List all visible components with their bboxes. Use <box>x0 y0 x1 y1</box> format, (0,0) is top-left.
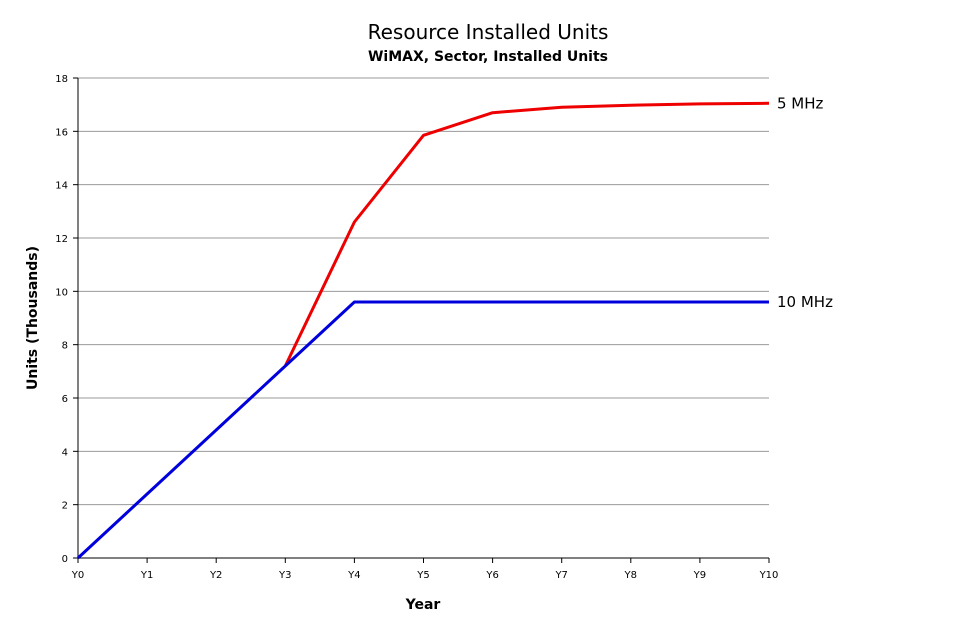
x-tick-label: Y3 <box>278 570 291 581</box>
x-tick-label: Y6 <box>485 570 498 581</box>
series-line-10-mhz <box>76 300 769 560</box>
y-tick-labels: 0 2 4 6 8 10 12 14 16 18 <box>55 74 68 565</box>
x-tick-labels: Y0 Y1 Y2 Y3 Y4 Y5 Y6 Y7 Y8 Y9 Y10 <box>71 570 779 581</box>
x-axis-label: Year <box>405 597 441 613</box>
y-axis-label: Units (Thousands) <box>25 246 41 390</box>
y-tick-label: 0 <box>62 554 68 565</box>
y-tick-label: 2 <box>62 501 68 512</box>
y-tick-label: 8 <box>62 341 68 352</box>
x-tick-label: Y8 <box>624 570 637 581</box>
axes <box>73 77 770 563</box>
series-line-5-mhz <box>283 101 770 367</box>
x-tick-label: Y10 <box>759 570 779 581</box>
series-label: 5 MHz <box>777 94 824 112</box>
grid-lines <box>78 77 769 506</box>
x-tick-label: Y9 <box>693 570 706 581</box>
chart-title: Resource Installed Units <box>368 20 609 44</box>
x-tick-label: Y7 <box>554 570 567 581</box>
x-tick-label: Y2 <box>209 570 222 581</box>
y-tick-label: 14 <box>55 181 68 192</box>
y-tick-label: 6 <box>62 394 68 405</box>
y-tick-label: 10 <box>55 287 68 298</box>
chart-subtitle: WiMAX, Sector, Installed Units <box>368 49 608 65</box>
y-tick-label: 16 <box>55 127 68 138</box>
y-tick-label: 18 <box>55 74 68 85</box>
x-tick-label: Y4 <box>347 570 360 581</box>
x-tick-label: Y1 <box>140 570 153 581</box>
x-tick-label: Y0 <box>71 570 84 581</box>
series-labels: 5 MHz 10 MHz <box>777 94 833 311</box>
x-tick-label: Y5 <box>416 570 429 581</box>
series-lines <box>76 101 770 560</box>
y-tick-label: 4 <box>62 447 68 458</box>
y-tick-label: 12 <box>55 234 68 245</box>
series-label: 10 MHz <box>777 293 833 311</box>
